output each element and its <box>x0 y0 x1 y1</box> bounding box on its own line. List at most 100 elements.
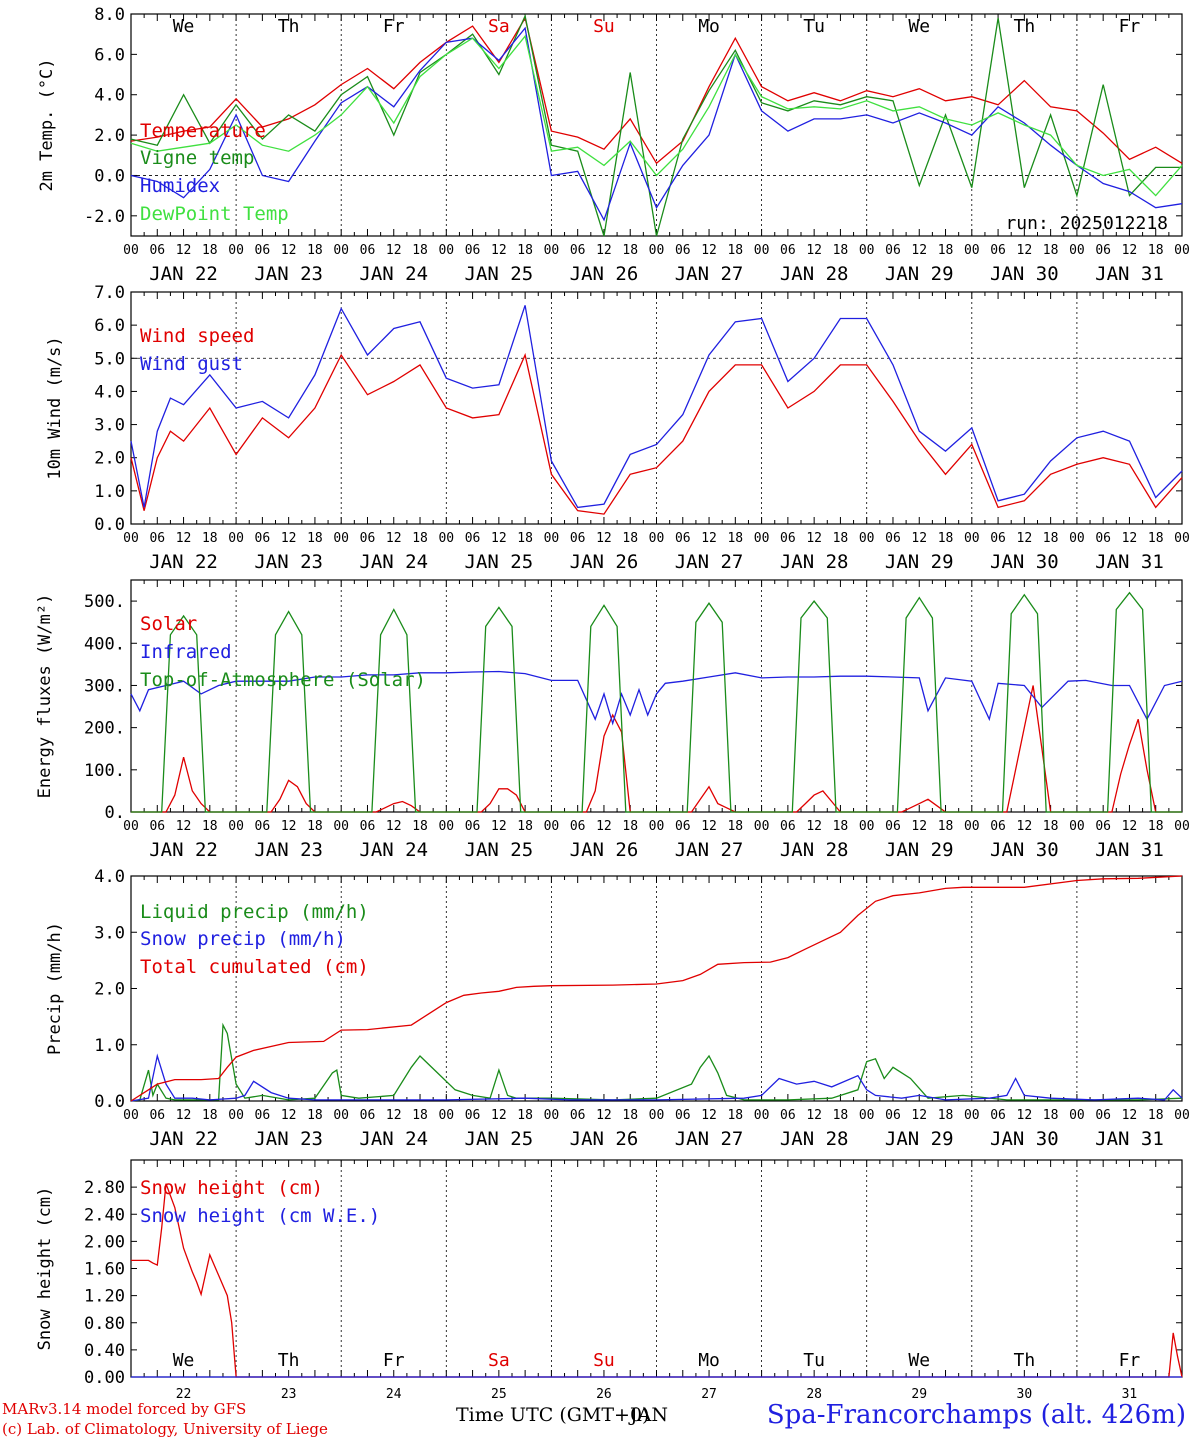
hour-tick-label: 00 <box>123 531 139 546</box>
date-label: JAN 29 <box>885 839 954 861</box>
hour-tick-label: 06 <box>255 1108 271 1123</box>
day-name-label: Th <box>278 16 300 37</box>
hour-tick-label: 06 <box>570 531 586 546</box>
hour-tick-label: 06 <box>149 243 165 258</box>
hour-tick-label: 18 <box>517 243 533 258</box>
hour-tick-label: 12 <box>1017 1108 1033 1123</box>
hour-tick-label: 00 <box>964 243 980 258</box>
hour-tick-label: 00 <box>228 531 244 546</box>
day-name-label: Su <box>593 1350 615 1371</box>
hour-tick-label: 00 <box>438 819 454 834</box>
y-tick-label: 3.0 <box>94 923 125 943</box>
hour-tick-label: 12 <box>596 819 612 834</box>
series-line-humidex <box>130 26 1183 222</box>
hour-tick-label: 12 <box>386 243 402 258</box>
hour-tick-label: 00 <box>754 531 770 546</box>
y-tick-label: 2.00 <box>84 1232 125 1252</box>
hour-tick-label: 06 <box>675 243 691 258</box>
hour-tick-label: 06 <box>780 243 796 258</box>
hour-tick-label: 12 <box>281 819 297 834</box>
legend-entry: Wind gust <box>140 353 243 375</box>
y-tick-label: 8.0 <box>94 5 125 25</box>
hour-tick-label: 00 <box>228 243 244 258</box>
hour-tick-label: 00 <box>333 1108 349 1123</box>
y-tick-label: 2.80 <box>84 1178 125 1198</box>
y-tick-label: 2.0 <box>94 126 125 146</box>
hour-tick-label: 18 <box>938 243 954 258</box>
hour-tick-label: 12 <box>911 531 927 546</box>
date-label: JAN 26 <box>570 551 639 573</box>
hour-tick-label: 12 <box>701 243 717 258</box>
hour-tick-label: 12 <box>176 819 192 834</box>
hour-tick-label: 18 <box>412 243 428 258</box>
y-tick-label: 2.0 <box>94 980 125 1000</box>
hour-tick-label: 18 <box>833 243 849 258</box>
hour-tick-label: 12 <box>701 819 717 834</box>
hour-tick-label: 00 <box>1174 531 1190 546</box>
hour-tick-label: 00 <box>544 243 560 258</box>
day-name-label: Mo <box>698 16 720 37</box>
hour-tick-label: 06 <box>465 1108 481 1123</box>
y-axis-label: Snow height (cm) <box>35 1187 55 1351</box>
date-label: JAN 27 <box>675 263 744 285</box>
hour-tick-label: 06 <box>149 531 165 546</box>
hour-tick-label: 18 <box>517 1108 533 1123</box>
hour-tick-label: 00 <box>964 531 980 546</box>
y-tick-label: 4.0 <box>94 382 125 402</box>
series-line-wind-speed <box>130 352 1183 515</box>
day-name-label: Sa <box>488 1350 510 1371</box>
day-number-label: 30 <box>1017 1387 1033 1402</box>
series-line-vigne-temp <box>130 13 1182 237</box>
date-label: JAN 30 <box>990 1128 1059 1150</box>
y-tick-label: 500. <box>84 592 125 612</box>
y-tick-label: 0. <box>105 803 125 823</box>
hour-tick-label: 18 <box>307 531 323 546</box>
hour-tick-label: 18 <box>202 1108 218 1123</box>
legend-entry: Solar <box>140 613 197 635</box>
station-name: Spa-Francorchamps (alt. 426m) <box>766 1400 1186 1430</box>
hour-tick-label: 18 <box>622 243 638 258</box>
hour-tick-label: 00 <box>333 531 349 546</box>
hour-tick-label: 06 <box>360 243 376 258</box>
hour-tick-label: 18 <box>727 1108 743 1123</box>
hour-tick-label: 00 <box>544 531 560 546</box>
hour-tick-label: 18 <box>1043 819 1059 834</box>
date-label: JAN 26 <box>570 263 639 285</box>
hour-tick-label: 18 <box>1043 1108 1059 1123</box>
day-name-label: Su <box>593 16 615 37</box>
day-name-label: We <box>173 16 195 37</box>
day-name-label: Fr <box>383 16 405 37</box>
day-number-label: 24 <box>386 1387 402 1402</box>
date-label: JAN 23 <box>254 551 323 573</box>
date-label: JAN 29 <box>885 263 954 285</box>
hour-tick-label: 06 <box>885 1108 901 1123</box>
hour-tick-label: 18 <box>938 819 954 834</box>
y-tick-label: 100. <box>84 761 125 781</box>
y-tick-label: 1.0 <box>94 482 125 502</box>
run-annotation: run: 2025012218 <box>1005 213 1168 234</box>
hour-tick-label: 12 <box>701 1108 717 1123</box>
date-label: JAN 23 <box>254 839 323 861</box>
hour-tick-label: 18 <box>622 1108 638 1123</box>
y-tick-label: 300. <box>84 676 125 696</box>
date-label: JAN 22 <box>149 551 218 573</box>
hour-tick-label: 12 <box>176 243 192 258</box>
hour-tick-label: 06 <box>255 531 271 546</box>
hour-tick-label: 00 <box>544 1108 560 1123</box>
date-label: JAN 25 <box>465 263 534 285</box>
hour-tick-label: 12 <box>1017 531 1033 546</box>
hour-tick-label: 12 <box>911 819 927 834</box>
date-label: JAN 27 <box>675 551 744 573</box>
hour-tick-label: 18 <box>202 243 218 258</box>
hour-tick-label: 12 <box>281 531 297 546</box>
day-name-label: We <box>908 16 930 37</box>
hour-tick-label: 18 <box>833 1108 849 1123</box>
legend-entry: Infrared <box>140 641 232 663</box>
lab-credit: (c) Lab. of Climatology, University of L… <box>2 1420 328 1438</box>
hour-tick-label: 18 <box>938 531 954 546</box>
hour-tick-label: 12 <box>281 1108 297 1123</box>
hour-tick-label: 18 <box>307 243 323 258</box>
day-number-label: 23 <box>281 1387 297 1402</box>
hour-tick-label: 06 <box>990 243 1006 258</box>
series-line-wind-gust <box>130 305 1183 509</box>
